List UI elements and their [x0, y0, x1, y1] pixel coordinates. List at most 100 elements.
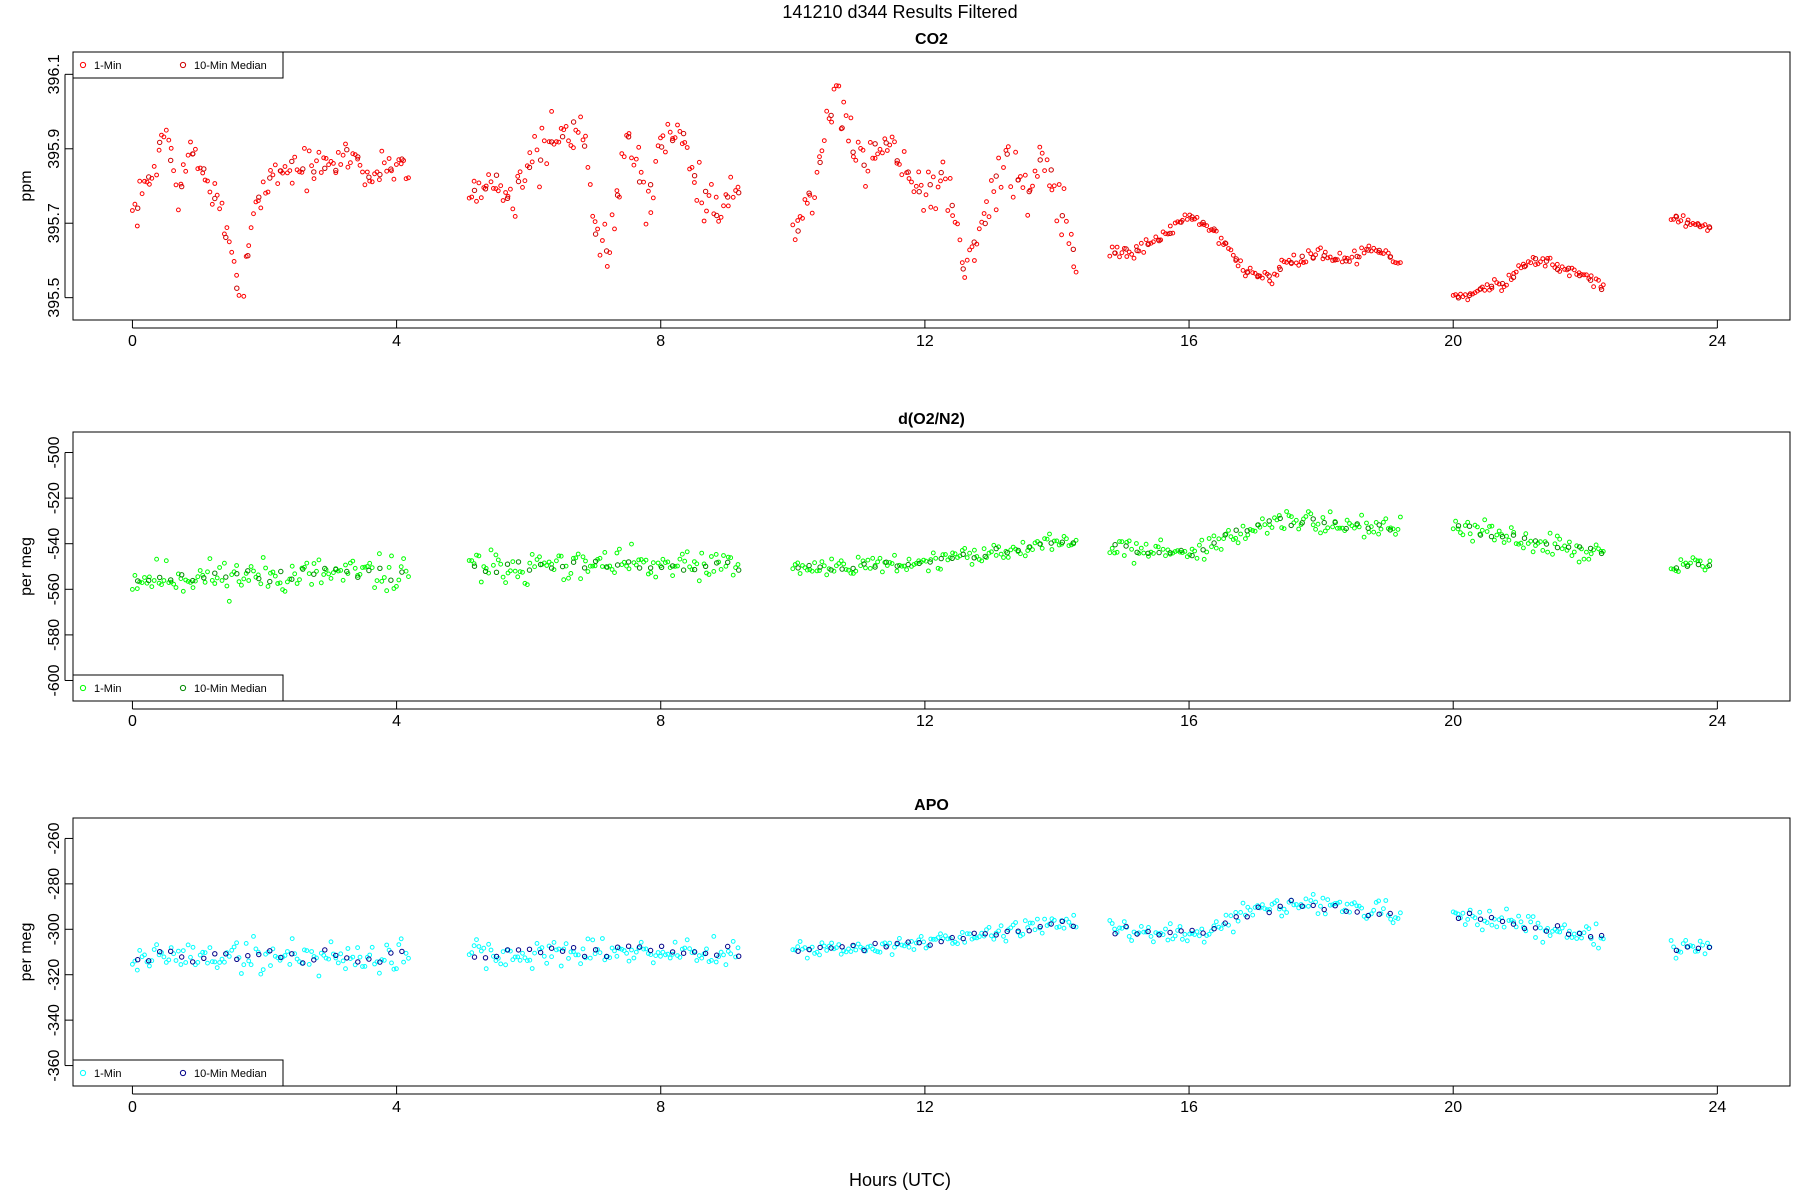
point-1min	[1342, 907, 1348, 913]
point-1min	[132, 201, 138, 207]
point-1min	[1508, 525, 1514, 530]
point-10min-median	[190, 959, 196, 965]
point-1min	[1344, 517, 1350, 523]
point-10min-median	[1466, 292, 1473, 298]
point-1min	[1705, 940, 1710, 946]
point-1min	[643, 221, 649, 227]
point-1min	[1352, 248, 1357, 254]
point-10min-median	[399, 569, 405, 575]
point-1min	[299, 169, 305, 175]
point-1min	[197, 568, 203, 573]
point-1min	[1695, 948, 1701, 954]
point-10min-median	[938, 555, 944, 562]
x-tick-label: 8	[656, 333, 665, 350]
point-1min	[1494, 924, 1500, 930]
point-10min-median	[1211, 540, 1217, 546]
point-1min	[1525, 259, 1531, 265]
point-10min-median	[1466, 523, 1473, 529]
point-10min-median	[1499, 534, 1506, 540]
point-1min	[498, 561, 504, 567]
point-1min	[285, 579, 290, 585]
point-1min	[580, 946, 586, 952]
point-10min-median	[1048, 921, 1054, 927]
point-1min	[350, 954, 356, 960]
point-1min	[1586, 556, 1592, 562]
point-1min	[1395, 916, 1401, 921]
point-1min	[1678, 949, 1684, 955]
point-1min	[643, 946, 649, 952]
point-1min	[1475, 922, 1480, 928]
point-1min	[1146, 925, 1151, 930]
point-10min-median	[725, 559, 731, 566]
point-1min	[1269, 281, 1275, 287]
point-1min	[391, 966, 397, 972]
point-10min-median	[515, 178, 522, 185]
point-1min	[488, 547, 494, 553]
point-1min	[1359, 905, 1364, 911]
point-1min	[200, 170, 206, 176]
point-1min	[1073, 269, 1079, 275]
point-1min	[318, 170, 324, 175]
point-1min	[938, 178, 943, 184]
point-1min	[224, 950, 230, 956]
point-1min	[1293, 260, 1299, 266]
point-10min-median	[223, 234, 229, 241]
point-1min	[176, 571, 181, 577]
point-1min	[904, 567, 909, 573]
point-1min	[326, 571, 332, 577]
point-1min	[991, 542, 997, 548]
point-1min	[1250, 528, 1256, 533]
point-1min	[930, 936, 936, 942]
point-1min	[226, 239, 232, 245]
point-10min-median	[894, 158, 900, 164]
point-1min	[1381, 251, 1386, 256]
point-10min-median	[1266, 518, 1272, 524]
point-1min	[178, 181, 184, 187]
point-1min	[1547, 530, 1553, 536]
point-10min-median	[1565, 931, 1572, 937]
point-1min	[331, 161, 336, 166]
point-1min	[1206, 228, 1212, 233]
point-1min	[699, 200, 705, 206]
point-1min	[1274, 272, 1280, 278]
point-1min	[331, 570, 336, 576]
point-1min	[156, 147, 162, 153]
point-1min	[571, 145, 576, 151]
point-1min	[1308, 511, 1314, 517]
point-1min	[403, 568, 409, 574]
point-10min-median	[736, 190, 742, 196]
legend-marker	[179, 61, 187, 69]
point-1min	[1148, 934, 1154, 939]
point-1min	[549, 109, 554, 114]
point-10min-median	[1299, 253, 1305, 260]
point-1min	[790, 222, 796, 228]
point-10min-median	[256, 575, 262, 582]
point-1min	[527, 150, 533, 156]
point-1min	[1201, 556, 1207, 562]
point-1min	[1180, 936, 1185, 942]
point-1min	[289, 936, 295, 942]
point-1min	[384, 168, 390, 174]
point-1min	[1211, 533, 1217, 539]
point-10min-median	[1684, 563, 1691, 569]
point-1min	[1066, 241, 1072, 247]
point-10min-median	[1255, 904, 1261, 910]
point-1min	[398, 161, 404, 167]
point-10min-median	[355, 154, 361, 160]
point-10min-median	[1321, 519, 1327, 526]
point-10min-median	[839, 944, 845, 950]
point-1min	[612, 570, 617, 576]
point-1min	[1054, 538, 1060, 544]
point-10min-median	[1189, 552, 1195, 559]
point-1min	[609, 567, 615, 572]
point-1min	[377, 970, 382, 976]
point-1min	[993, 207, 999, 213]
point-10min-median	[1543, 541, 1550, 547]
legend-marker	[179, 684, 187, 692]
point-1min	[209, 578, 215, 583]
point-1min	[1325, 525, 1331, 531]
point-1min	[285, 949, 290, 954]
point-1min	[1496, 281, 1502, 287]
point-1min	[1559, 925, 1565, 931]
point-1min	[665, 951, 671, 957]
